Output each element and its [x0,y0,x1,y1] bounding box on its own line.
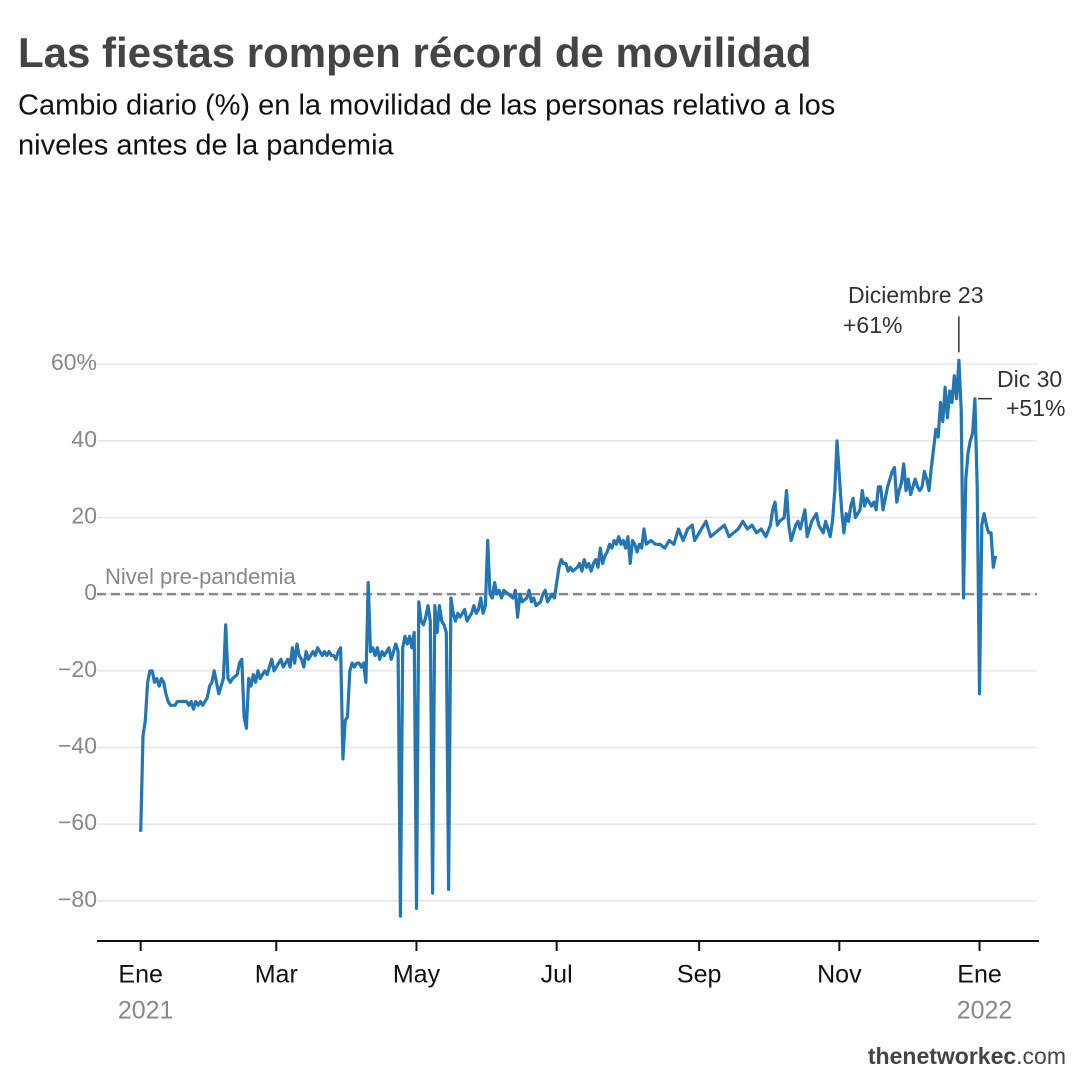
annotation-text: Dic 30 [997,366,1062,392]
reference-label: Nivel pre-pandemia [105,564,297,589]
y-tick-label: −40 [58,733,97,759]
y-tick-label: 40 [71,426,97,452]
x-tick-label: May [393,961,441,989]
y-tick-label: −80 [58,886,97,912]
source: thenetworkec.com [868,1043,1066,1069]
x-tick-label: Ene [118,961,162,989]
annotation-value: +61% [843,312,902,338]
data-line [139,358,998,918]
chart-subtitle: niveles antes de la pandemia [18,130,395,162]
chart-title: Las fiestas rompen récord de movilidad [18,29,812,76]
annotation-value: +51% [1006,395,1065,421]
x-year-label: 2021 [118,997,174,1025]
y-tick-label: 20 [71,503,97,529]
x-year-label: 2022 [957,997,1013,1025]
source-name: thenetworkec [868,1043,1016,1069]
annotation-text: Diciembre 23 [848,282,984,308]
x-tick-label: Ene [957,961,1001,989]
x-tick-label: Mar [255,961,298,989]
y-tick-label: −20 [58,656,97,682]
y-tick-label: 60% [51,349,97,375]
x-tick-label: Sep [677,961,721,989]
source-domain: .com [1016,1043,1066,1069]
x-tick-label: Jul [541,961,573,989]
x-tick-label: Nov [817,961,862,989]
chart-subtitle: Cambio diario (%) en la movilidad de las… [18,90,835,122]
y-tick-label: 0 [84,579,97,605]
y-tick-label: −60 [58,809,97,835]
